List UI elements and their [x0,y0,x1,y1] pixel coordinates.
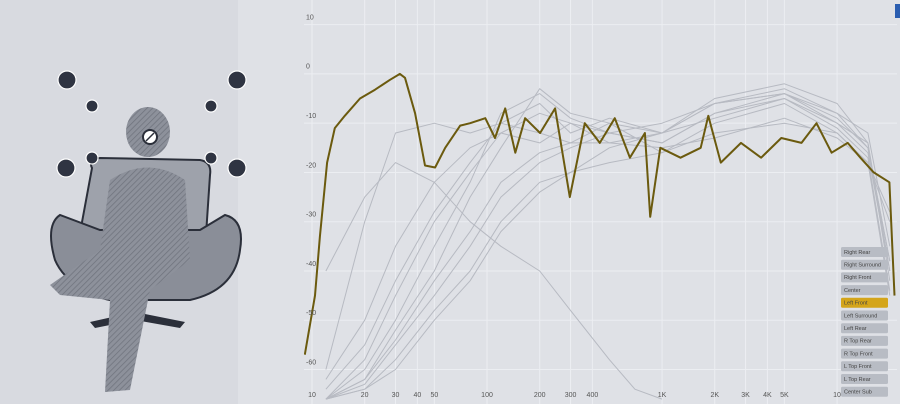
speaker-marker [85,99,99,113]
legend-button[interactable] [841,272,888,283]
legend-item[interactable]: Left Surround [841,310,888,321]
speaker-marker [204,99,218,113]
legend-item[interactable]: Left Rear [841,323,888,334]
response-line [325,83,891,400]
legend-label: Right Front [844,275,872,281]
legend-label: Center Sub [844,389,872,395]
response-line [325,88,891,400]
axis-labels: 10 20 30 40 50 100 200 300 400 1K 2K 3K 4K 5K 10100-10… [306,14,841,398]
x-tick-label: 2K [710,392,719,399]
x-tick-label: 40 [413,392,421,399]
legend-label: Right Rear [844,250,870,256]
legend-label: Center [844,288,861,294]
legend-label: Right Surround [844,262,881,268]
legend-button[interactable] [841,323,888,334]
x-tick-label: 30 [392,392,400,399]
response-line [325,122,891,370]
x-tick-label: 10 [833,392,841,399]
legend-item[interactable]: Center Sub [841,386,888,397]
speaker-marker [57,70,77,90]
x-tick-label: 100 [481,392,493,399]
legend-item[interactable]: Center [841,285,888,296]
legend-label: L Top Rear [844,377,871,383]
legend-label: L Top Front [844,364,872,370]
response-line [325,117,891,400]
y-tick-label: -10 [306,113,316,120]
y-tick-label: 10 [306,14,314,21]
speaker-markers [56,70,247,178]
response-line [325,98,891,400]
legend-label: R Top Front [844,351,873,357]
legend-item[interactable]: L Top Front [841,361,888,372]
legend-item[interactable]: R Top Front [841,348,888,359]
y-tick-label: 0 [306,64,310,71]
legend-button[interactable] [841,297,888,308]
x-tick-label: 1K [658,392,667,399]
corner-tab [895,4,900,18]
legend-button[interactable] [841,335,888,346]
plot [304,72,896,400]
x-tick-label: 20 [361,392,369,399]
x-tick-label: 400 [587,392,599,399]
legend-button[interactable] [841,285,888,296]
legend-label: R Top Rear [844,339,872,345]
legend-button[interactable] [841,374,888,384]
response-line [325,103,891,400]
response-line [325,98,891,380]
legend-label: Left Rear [844,326,867,332]
legend-button[interactable] [841,386,888,397]
x-tick-label: 300 [565,392,577,399]
legend-button[interactable] [841,259,888,270]
legend-item[interactable]: Right Surround [841,259,888,270]
grid [304,0,897,404]
legend-item[interactable]: R Top Rear [841,335,888,346]
y-tick-label: -60 [306,359,316,366]
y-tick-label: -40 [306,261,316,268]
legend-label: Left Front [844,301,868,307]
response-line [325,162,663,400]
x-tick-label: 50 [430,392,438,399]
legend-item[interactable]: Left Front [841,297,888,308]
response-line [325,93,891,390]
legend: Right Rear Right Surround Right Front Cente… [841,247,888,397]
legend-button[interactable] [841,361,888,372]
response-line [325,93,891,400]
y-tick-label: -50 [306,310,316,317]
legend-button[interactable] [841,348,888,359]
x-tick-label: 4K [763,392,772,399]
legend-item[interactable]: Right Front [841,272,888,283]
x-tick-label: 3K [741,392,750,399]
speaker-marker [227,158,247,178]
legend-button[interactable] [841,310,888,321]
y-tick-label: -30 [306,212,316,219]
response-line [325,93,891,400]
response-line [304,72,896,355]
speaker-marker [227,70,247,90]
x-tick-label: 200 [534,392,546,399]
legend-button[interactable] [841,247,888,257]
legend-label: Left Surround [844,313,877,319]
legend-item[interactable]: L Top Rear [841,374,888,384]
y-tick-label: -20 [306,162,316,169]
x-tick-label: 10 [308,392,316,399]
legend-item[interactable]: Right Rear [841,247,888,257]
speaker-marker [85,151,99,165]
speaker-marker [204,151,218,165]
x-tick-label: 5K [780,392,789,399]
speaker-marker [56,158,76,178]
listener-illustration [50,107,242,392]
